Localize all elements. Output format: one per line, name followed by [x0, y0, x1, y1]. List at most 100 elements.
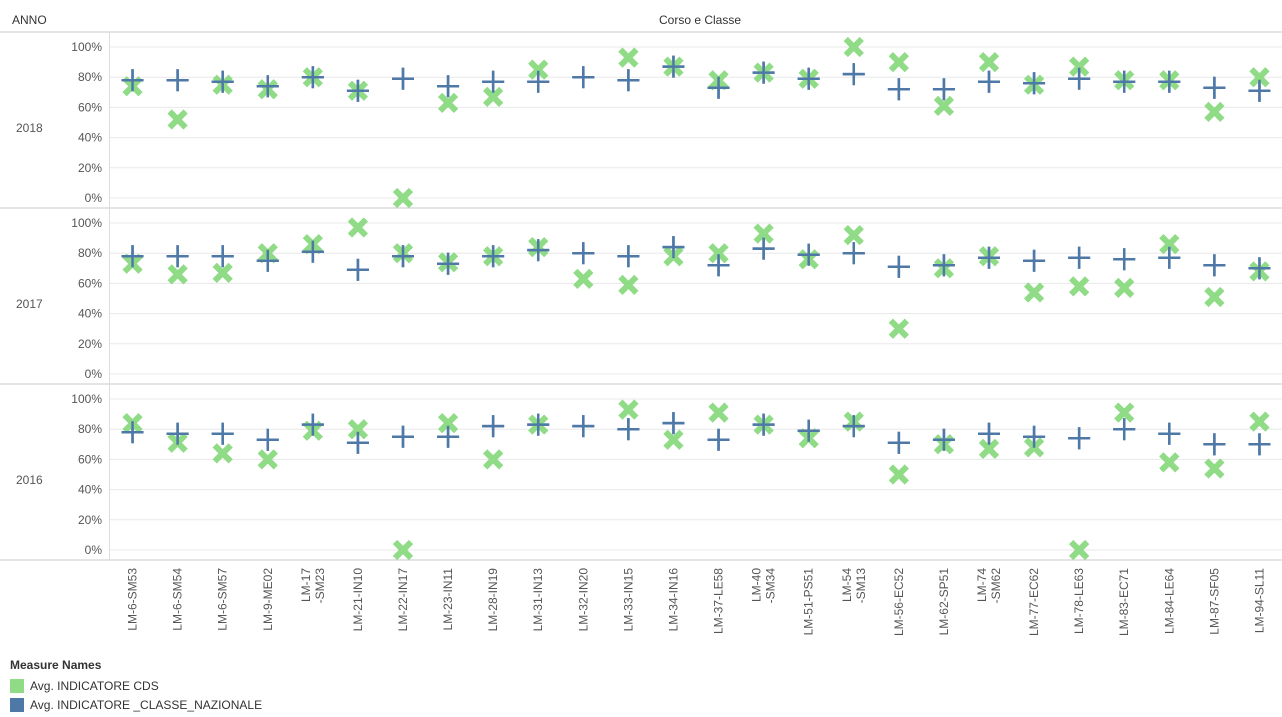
point-cds[interactable] [167, 264, 188, 285]
point-cds[interactable] [1159, 452, 1180, 473]
point-classe-nazionale-overlay [256, 75, 279, 98]
x-tick-label-line: LM-28-IN19 [486, 568, 500, 632]
point-cds[interactable] [1159, 234, 1180, 255]
point-classe-nazionale-overlay [121, 421, 144, 444]
legend-label-cds: Avg. INDICATORE CDS [30, 678, 159, 693]
point-classe-nazionale-overlay [256, 428, 279, 451]
legend: Measure Names Avg. INDICATORE CDS Avg. I… [10, 658, 262, 714]
y-tick-label: 80% [78, 246, 102, 260]
point-cds[interactable] [708, 402, 729, 423]
point-cds[interactable] [573, 268, 594, 289]
x-tick-label-line: LM-37-LE58 [712, 568, 726, 634]
legend-item-cds[interactable]: Avg. INDICATORE CDS [10, 676, 262, 695]
x-tick-label: LM-6-SM54 [171, 568, 185, 631]
point-cds[interactable] [437, 92, 459, 113]
point-cds[interactable] [257, 449, 278, 470]
point-cds[interactable] [347, 217, 369, 238]
point-classe-nazionale-overlay [1203, 254, 1226, 277]
point-classe-nazionale-overlay [662, 236, 685, 259]
point-cds[interactable] [392, 187, 414, 209]
point-classe-nazionale-overlay [1068, 67, 1091, 90]
point-classe-nazionale-overlay [1023, 72, 1046, 95]
point-classe-nazionale-overlay [346, 258, 369, 281]
point-cds[interactable] [347, 419, 369, 440]
point-cds[interactable] [212, 443, 233, 464]
point-cds[interactable] [843, 36, 864, 58]
point-classe-nazionale-overlay [211, 422, 234, 445]
point-cds[interactable] [1204, 101, 1225, 123]
y-tick-label: 40% [78, 131, 102, 145]
point-classe-nazionale-overlay [301, 240, 324, 263]
x-tick-label: LM-22-IN17 [396, 568, 410, 632]
y-tick-label: 20% [78, 161, 102, 175]
point-classe-nazionale-overlay [211, 245, 234, 268]
point-cds[interactable] [1204, 286, 1225, 308]
point-cds[interactable] [528, 59, 549, 80]
point-classe-nazionale-overlay [887, 255, 910, 278]
point-classe-nazionale-overlay [842, 63, 865, 86]
x-tick-label-line: LM-78-LE63 [1072, 568, 1086, 634]
point-classe-nazionale-overlay [1248, 79, 1271, 102]
point-classe-nazionale-overlay [1248, 433, 1271, 456]
point-cds[interactable] [888, 51, 909, 73]
point-cds[interactable] [1249, 67, 1270, 88]
x-tick-label: LM-31-IN13 [531, 568, 545, 632]
point-cds[interactable] [1023, 282, 1045, 303]
point-classe-nazionale-overlay [437, 425, 460, 448]
x-tick-label-line: LM-74 [975, 568, 989, 602]
point-cds[interactable] [1204, 458, 1225, 479]
point-classe-nazionale-overlay [482, 415, 505, 438]
point-classe-nazionale-overlay [121, 69, 144, 92]
y-tick-label: 100% [71, 392, 102, 406]
point-cds[interactable] [708, 243, 729, 264]
point-cds[interactable] [618, 399, 639, 420]
x-tick-label-line: LM-40 [750, 568, 764, 602]
point-cds[interactable] [618, 47, 639, 68]
point-cds[interactable] [933, 95, 955, 117]
point-classe-nazionale-overlay [707, 254, 730, 277]
point-classe-nazionale-overlay [1068, 427, 1091, 450]
point-cds[interactable] [1069, 539, 1090, 561]
x-tick-label-line: LM-31-IN13 [531, 568, 545, 632]
point-cds[interactable] [1114, 402, 1135, 423]
point-classe-nazionale-overlay [482, 245, 505, 268]
point-classe-nazionale-overlay [1023, 425, 1046, 448]
x-tick-label-line: LM-17 [299, 568, 313, 602]
point-cds[interactable] [888, 464, 909, 485]
legend-item-classe-nazionale[interactable]: Avg. INDICATORE _CLASSE_NAZIONALE [10, 695, 262, 714]
point-cds[interactable] [1114, 277, 1135, 299]
point-cds[interactable] [753, 223, 774, 244]
x-tick-label: LM-78-LE63 [1072, 568, 1086, 634]
y-tick-label: 80% [78, 70, 102, 84]
point-cds[interactable] [483, 449, 504, 470]
point-cds[interactable] [888, 318, 909, 339]
point-cds[interactable] [843, 224, 864, 246]
point-cds[interactable] [978, 438, 1000, 459]
point-classe-nazionale-overlay [527, 70, 550, 93]
point-cds[interactable] [212, 262, 233, 283]
point-cds[interactable] [978, 51, 1000, 73]
point-cds[interactable] [1069, 56, 1090, 77]
point-cds[interactable] [483, 86, 504, 107]
point-classe-nazionale-overlay [437, 75, 460, 98]
legend-swatch-classe-nazionale [10, 697, 24, 712]
point-cds[interactable] [167, 109, 188, 130]
x-tick-label-line: LM-23-IN11 [441, 568, 455, 631]
y-tick-label: 40% [78, 483, 102, 497]
x-tick-label-line: LM-51-PS51 [802, 568, 816, 636]
point-cds[interactable] [392, 539, 414, 561]
point-cds[interactable] [618, 274, 639, 296]
point-cds[interactable] [663, 429, 684, 450]
x-tick-label-line: LM-83-EC71 [1117, 568, 1131, 636]
point-cds[interactable] [437, 413, 459, 434]
point-classe-nazionale-overlay [1158, 246, 1181, 269]
legend-title: Measure Names [10, 658, 102, 672]
point-cds[interactable] [1069, 276, 1090, 297]
point-classe-nazionale-overlay [617, 245, 640, 268]
point-classe-nazionale-overlay [1068, 246, 1091, 269]
point-classe-nazionale-overlay [662, 55, 685, 78]
point-classe-nazionale-overlay [166, 422, 189, 445]
row-header-anno: ANNO [12, 13, 47, 27]
point-cds[interactable] [1249, 411, 1270, 432]
